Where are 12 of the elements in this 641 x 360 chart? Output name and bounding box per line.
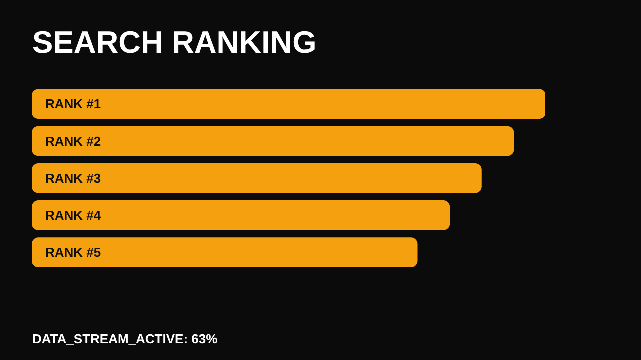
y-tick-label: RANK #4 [46, 208, 102, 223]
chart-title: SEARCH RANKING [32, 25, 317, 60]
bar [32, 163, 482, 194]
y-tick-label: RANK #2 [46, 134, 102, 149]
bar [32, 126, 514, 156]
bar [32, 89, 546, 120]
y-tick-label: RANK #1 [46, 96, 102, 112]
y-tick-label: RANK #5 [46, 245, 102, 260]
bar [32, 238, 418, 268]
text: DATA_STREAM_ACTIVE: 63% [32, 332, 218, 346]
y-tick-label: RANK #3 [46, 170, 102, 186]
bar [32, 200, 450, 230]
